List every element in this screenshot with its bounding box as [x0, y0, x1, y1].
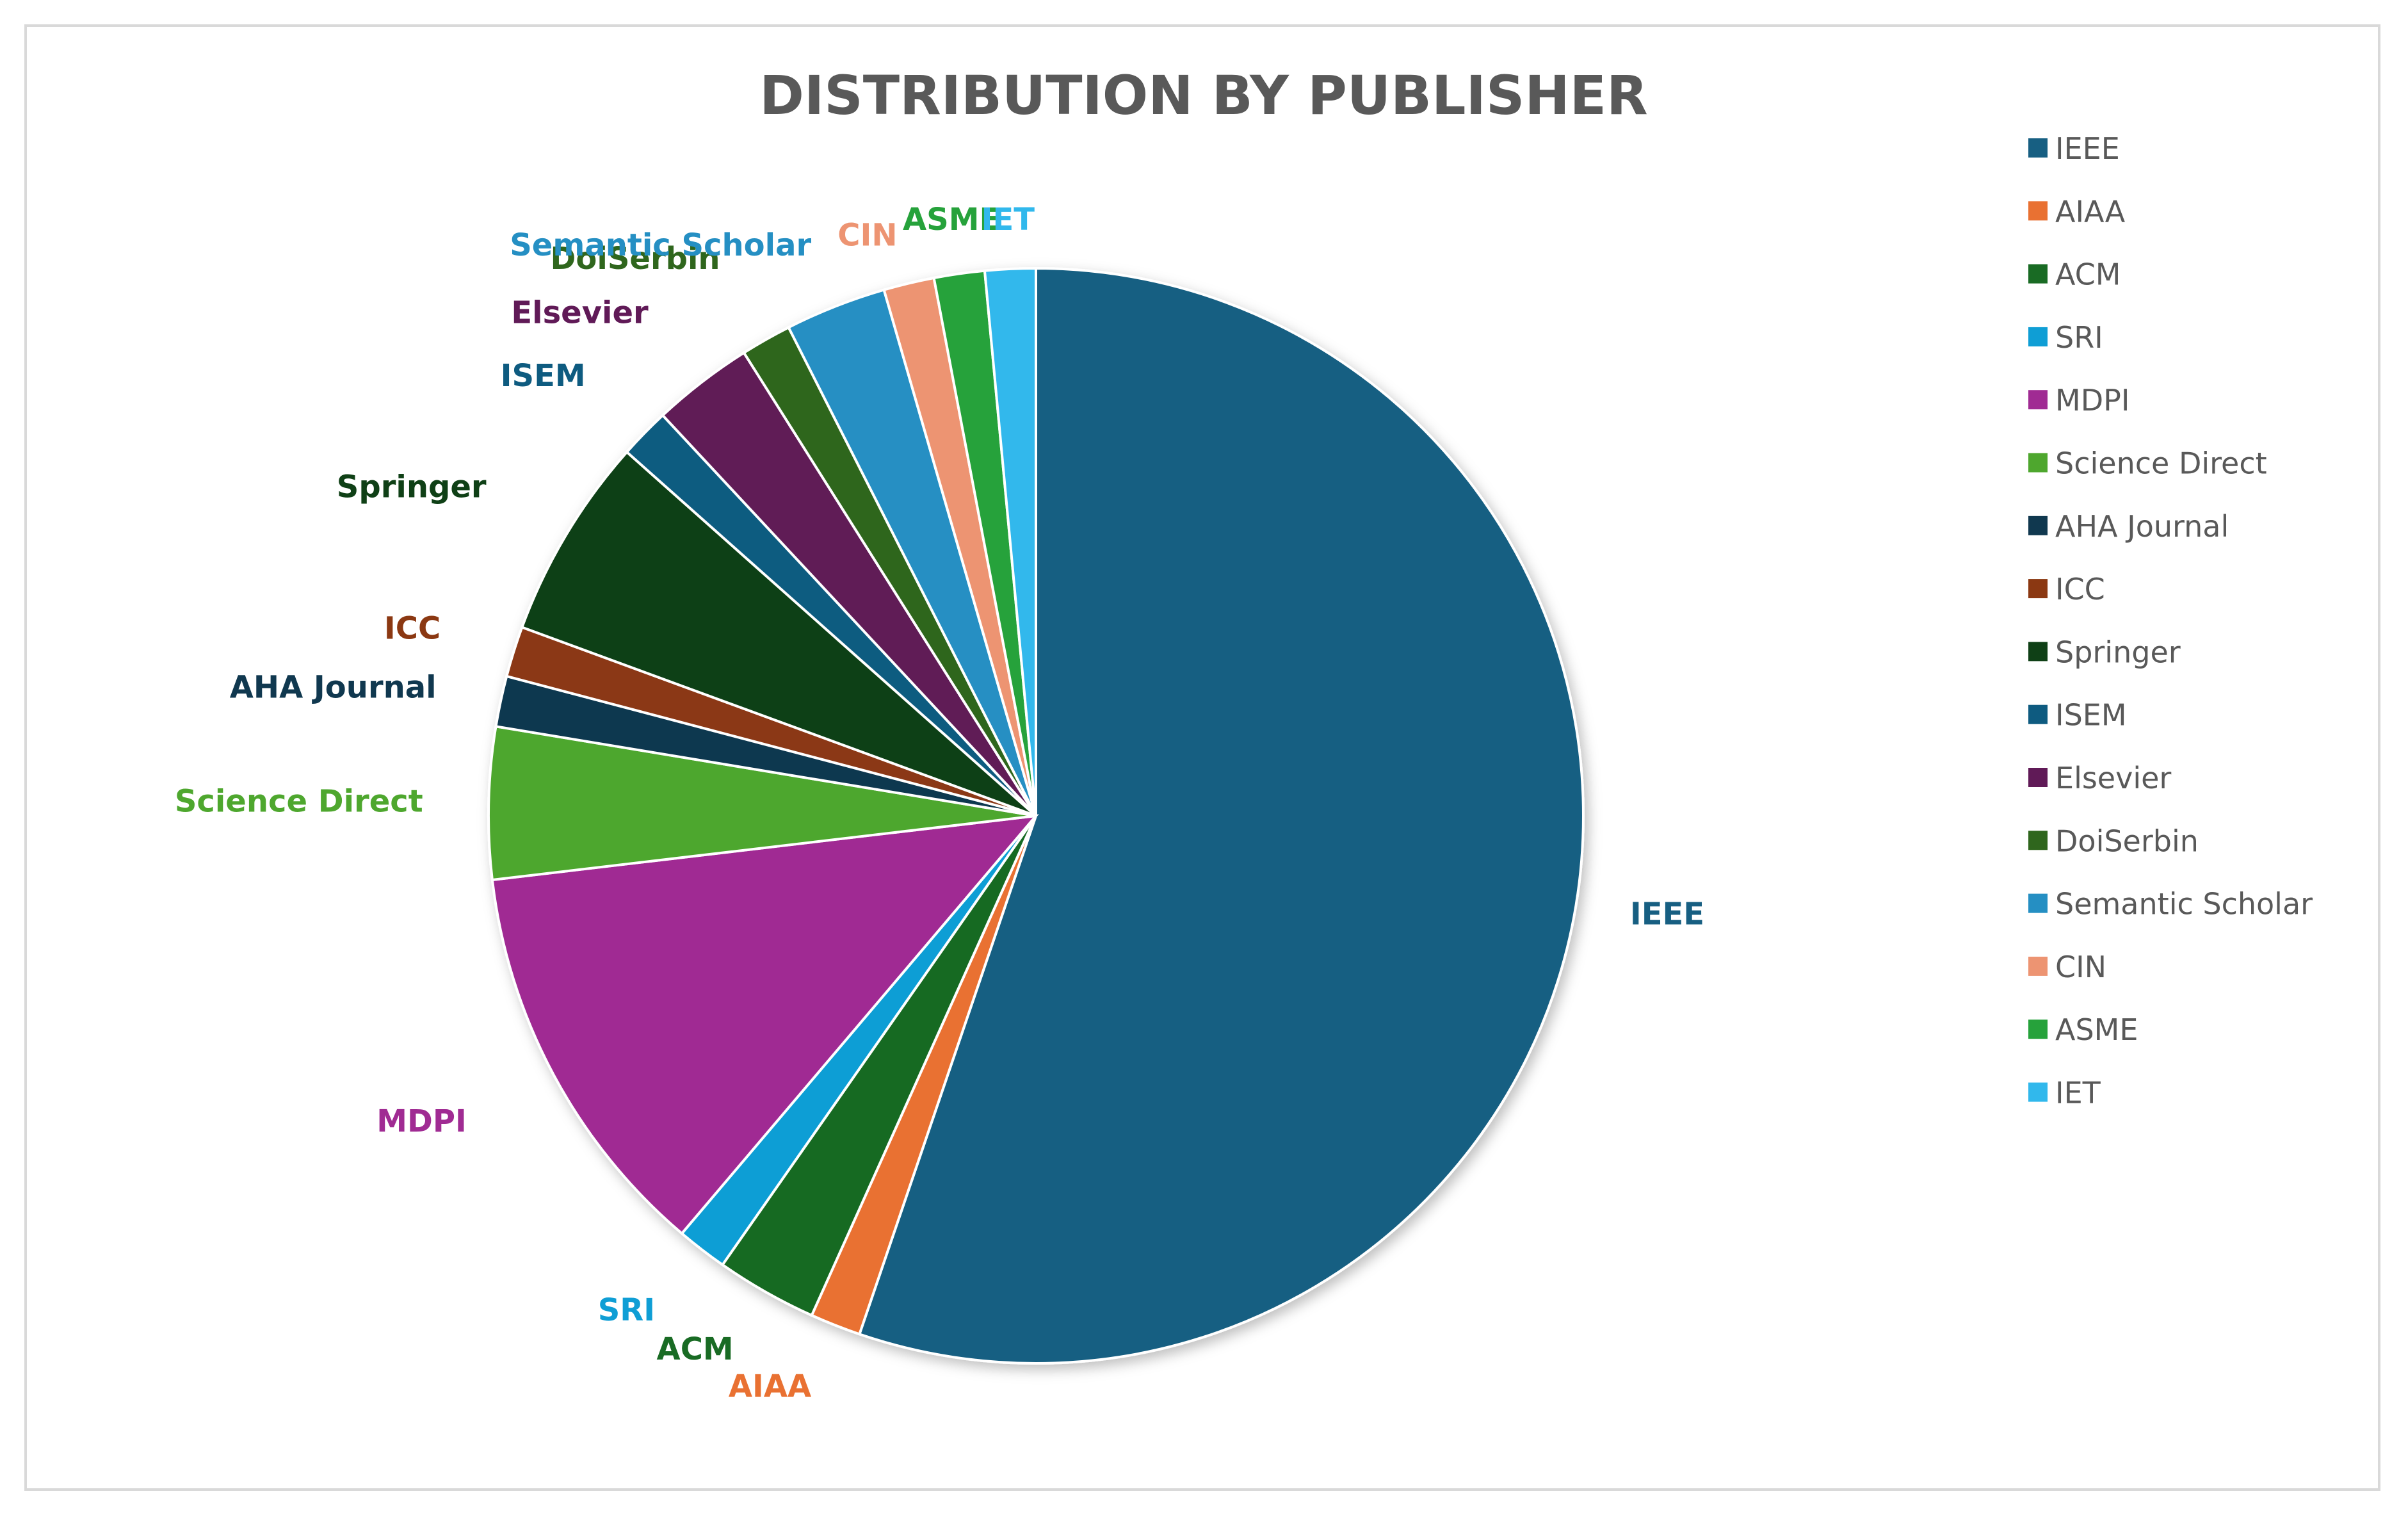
- slice-label-sri: SRI: [598, 1292, 655, 1328]
- slice-label-cin: CIN: [837, 218, 897, 254]
- slice-label-icc: ICC: [384, 611, 440, 647]
- slice-label-aha-journal: AHA Journal: [230, 669, 437, 705]
- legend-label-icc: ICC: [2055, 572, 2105, 606]
- legend-label-semantic-scholar: Semantic Scholar: [2055, 887, 2313, 922]
- legend-label-springer: Springer: [2055, 635, 2181, 669]
- legend-label-ieee: IEEE: [2055, 131, 2120, 166]
- pie-slice-iet: [983, 266, 1037, 816]
- slice-label-springer: Springer: [337, 469, 487, 505]
- legend-swatch-science-direct: [2028, 453, 2048, 473]
- pie-slices: [487, 266, 1585, 1365]
- legend-swatch-sri: [2028, 327, 2048, 346]
- legend-swatch-iet: [2028, 1082, 2048, 1102]
- slice-label-acm: ACM: [657, 1331, 734, 1367]
- legend-swatch-cin: [2028, 956, 2048, 976]
- legend-label-asme: ASME: [2055, 1012, 2138, 1047]
- legend-label-acm: ACM: [2055, 257, 2121, 292]
- slice-label-mdpi: MDPI: [376, 1103, 467, 1139]
- legend-label-sri: SRI: [2055, 320, 2103, 355]
- pie-slice-ieee: [857, 266, 1585, 1365]
- legend-swatch-springer: [2028, 642, 2048, 662]
- legend-label-isem: ISEM: [2055, 698, 2127, 733]
- legend-swatch-aiaa: [2028, 201, 2048, 221]
- legend-label-doiserbin: DoiSerbin: [2055, 824, 2199, 858]
- legend-label-iet: IET: [2055, 1076, 2101, 1110]
- slice-label-elsevier: Elsevier: [511, 295, 649, 330]
- legend-label-science-direct: Science Direct: [2055, 446, 2267, 481]
- legend: IEEE AIAA ACM SRI MDPI Science Direct AHA Jour…: [2028, 131, 2313, 1110]
- legend-swatch-semantic-scholar: [2028, 893, 2048, 913]
- legend-label-aha-journal: AHA Journal: [2055, 509, 2229, 544]
- legend-label-cin: CIN: [2055, 950, 2106, 984]
- pie-slice-science-direct: [487, 725, 1037, 882]
- legend-swatch-mdpi: [2028, 390, 2048, 410]
- pie-slice-springer: [520, 450, 1037, 817]
- legend-label-elsevier: Elsevier: [2055, 761, 2171, 795]
- legend-swatch-asme: [2028, 1019, 2048, 1039]
- slice-label-doiserbin: DoiSerbin: [551, 241, 720, 277]
- legend-swatch-ieee: [2028, 138, 2048, 158]
- slice-label-ieee: IEEE: [1630, 897, 1704, 932]
- legend-swatch-doiserbin: [2028, 831, 2048, 850]
- legend-label-mdpi: MDPI: [2055, 383, 2129, 418]
- chart-title: DISTRIBUTION BY PUBLISHER: [759, 64, 1647, 127]
- legend-swatch-icc: [2028, 579, 2048, 599]
- legend-swatch-isem: [2028, 704, 2048, 724]
- pie-slice-mdpi: [490, 814, 1039, 1235]
- slice-label-aiaa: AIAA: [729, 1369, 811, 1404]
- slice-label-iet: IET: [982, 202, 1035, 238]
- slice-label-asme: ASME: [903, 202, 1000, 238]
- legend-label-aiaa: AIAA: [2055, 194, 2126, 229]
- slice-label-semantic-scholar: Semantic Scholar: [510, 227, 811, 263]
- legend-swatch-acm: [2028, 264, 2048, 284]
- legend-swatch-elsevier: [2028, 768, 2048, 787]
- slice-label-science-direct: Science Direct: [175, 784, 423, 820]
- legend-swatch-aha-journal: [2028, 516, 2048, 535]
- slice-label-isem: ISEM: [501, 358, 586, 394]
